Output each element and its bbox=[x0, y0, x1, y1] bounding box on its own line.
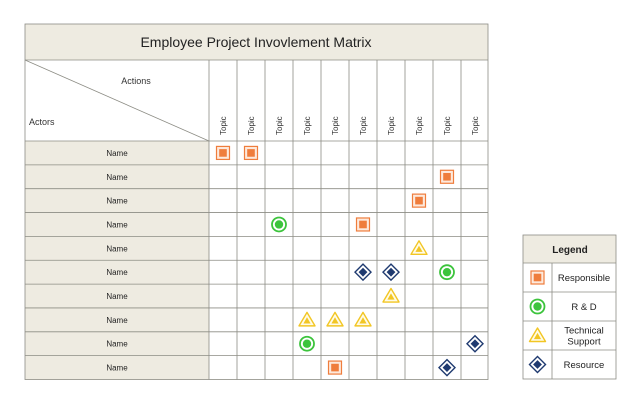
green-circle-icon bbox=[439, 264, 455, 281]
green-circle-icon bbox=[529, 298, 546, 315]
column-header-topic: Topic bbox=[303, 116, 312, 135]
legend-header-bg bbox=[523, 235, 616, 263]
column-headers: Topic Topic Topic Topic Topic Topic Topic Topic… bbox=[219, 116, 480, 135]
column-header-topic: Topic bbox=[443, 116, 452, 135]
matrix-marks bbox=[215, 145, 484, 377]
orange-square-icon bbox=[327, 360, 343, 375]
row-header-name: Name bbox=[106, 292, 128, 301]
orange-square-icon bbox=[355, 217, 371, 232]
matrix-outer-border bbox=[24, 23, 489, 380]
yellow-triangle-icon bbox=[410, 240, 428, 256]
orange-square-icon bbox=[243, 145, 259, 161]
orange-square-icon bbox=[215, 145, 231, 161]
navy-diamond-icon bbox=[528, 355, 547, 374]
legend-item-responsible: Responsible bbox=[530, 270, 610, 285]
row-header-name: Name bbox=[106, 244, 128, 253]
legend-label: Responsible bbox=[558, 273, 610, 284]
orange-square-icon bbox=[411, 193, 427, 208]
matrix-backgrounds bbox=[25, 24, 488, 380]
legend-item-rd: R & D bbox=[529, 298, 597, 315]
yellow-triangle-icon bbox=[326, 311, 344, 327]
yellow-triangle-icon bbox=[298, 311, 316, 327]
row-header-name: Name bbox=[106, 340, 128, 349]
row-header-name: Name bbox=[106, 364, 128, 373]
corner-actors-label: Actors bbox=[29, 117, 55, 127]
row-headers: Name Name Name Name Name Name Name Name Name Name bbox=[106, 149, 128, 373]
green-circle-icon bbox=[299, 335, 315, 352]
title-bar-bg bbox=[25, 24, 488, 60]
row-header-name: Name bbox=[106, 220, 128, 229]
legend-border bbox=[522, 234, 617, 380]
row-header-name: Name bbox=[106, 197, 128, 206]
yellow-triangle-icon bbox=[528, 327, 547, 343]
orange-square-icon bbox=[439, 169, 455, 184]
legend-item-resource: Resource bbox=[528, 355, 605, 374]
legend-grid-lines bbox=[522, 234, 617, 380]
legend-label: Resource bbox=[564, 360, 605, 371]
legend-label: R & D bbox=[571, 302, 596, 313]
green-circle-icon bbox=[271, 216, 287, 233]
column-header-topic: Topic bbox=[415, 116, 424, 135]
yellow-triangle-icon bbox=[354, 311, 372, 327]
navy-diamond-icon bbox=[354, 263, 372, 282]
corner-diagonal bbox=[24, 59, 210, 142]
orange-square-icon bbox=[530, 270, 545, 285]
legend-title: Legend bbox=[552, 245, 588, 256]
row-header-name: Name bbox=[106, 149, 128, 158]
corner-actions-label: Actions bbox=[121, 76, 151, 86]
matrix-title: Employee Project Invovlement Matrix bbox=[140, 34, 371, 50]
column-header-topic: Topic bbox=[359, 116, 368, 135]
matrix-grid-lines bbox=[24, 23, 489, 380]
legend-label: Support bbox=[567, 337, 601, 348]
navy-diamond-icon bbox=[466, 334, 484, 353]
column-header-topic: Topic bbox=[275, 116, 284, 135]
row-header-name: Name bbox=[106, 173, 128, 182]
row-header-name: Name bbox=[106, 316, 128, 325]
navy-diamond-icon bbox=[382, 263, 400, 282]
column-header-topic: Topic bbox=[331, 116, 340, 135]
row-header-name: Name bbox=[106, 268, 128, 277]
column-header-topic: Topic bbox=[387, 116, 396, 135]
navy-diamond-icon bbox=[438, 358, 456, 377]
column-header-topic: Topic bbox=[247, 116, 256, 135]
yellow-triangle-icon bbox=[382, 287, 400, 303]
column-header-topic: Topic bbox=[471, 116, 480, 135]
column-header-topic: Topic bbox=[219, 116, 228, 135]
legend-label: Technical bbox=[564, 326, 604, 337]
